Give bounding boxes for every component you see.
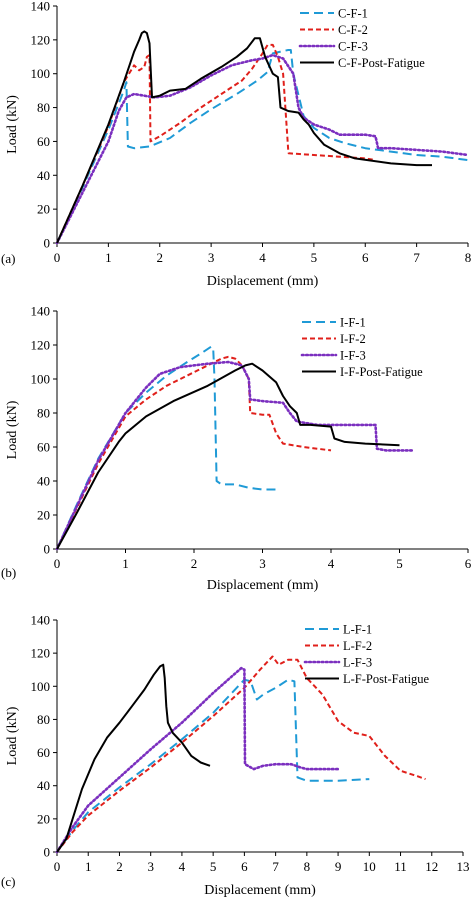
panel-label: (a) (1, 251, 15, 266)
x-tick-label: 0 (54, 859, 61, 874)
x-tick-label: 3 (147, 859, 154, 874)
legend-label: L-F-Post-Fatigue (343, 672, 430, 686)
series-line-l-f-2 (56, 655, 426, 853)
y-tick-label: 0 (44, 236, 51, 251)
x-tick-label: 6 (465, 556, 472, 571)
y-tick-label: 120 (31, 32, 51, 47)
series-line-c-f-3 (55, 53, 470, 245)
series-line-i-f-post-fatigue (56, 362, 400, 550)
panel-label: (c) (1, 874, 15, 889)
y-tick-label: 120 (31, 338, 51, 353)
x-tick-label: 4 (259, 250, 266, 265)
legend-label: I-F-3 (340, 349, 366, 363)
y-tick-label: 140 (31, 0, 51, 14)
y-tick-label: 60 (37, 440, 50, 455)
y-axis-title: Load (kN) (5, 706, 20, 765)
y-axis-title: Load (kN) (5, 95, 20, 154)
x-tick-label: 6 (241, 859, 248, 874)
series-line-c-f-1 (56, 49, 469, 244)
y-tick-label: 0 (44, 542, 51, 557)
y-tick-label: 20 (37, 811, 50, 826)
y-tick-label: 100 (31, 372, 51, 387)
y-tick-label: 40 (37, 168, 50, 183)
x-tick-label: 13 (457, 859, 470, 874)
legend: I-F-1 I-F-2 I-F-3 I-F-Post-Fatigue (300, 316, 423, 379)
y-tick-label: 100 (31, 679, 51, 694)
legend: L-F-1 L-F-2 L-F-3 L-F-Post-Fatigue (303, 623, 430, 686)
series-line-l-f-3 (55, 666, 340, 854)
x-tick-label: 10 (363, 859, 376, 874)
x-axis-title: Displacement (mm) (204, 883, 316, 898)
x-tick-label: 1 (105, 250, 112, 265)
x-tick-label: 5 (210, 859, 217, 874)
legend-label: C-F-3 (338, 40, 368, 54)
legend-label: C-F-2 (338, 23, 368, 37)
y-tick-label: 20 (37, 508, 50, 523)
y-tick-label: 120 (31, 646, 51, 661)
x-tick-label: 3 (259, 556, 266, 571)
legend-label: L-F-3 (343, 656, 372, 670)
x-tick-label: 2 (116, 859, 123, 874)
chart-panel-a: 0 20 40 60 80 100 120 140 0 1 2 3 4 5 6 7 8 Displacement … (1, 0, 471, 289)
y-tick-label: 80 (37, 712, 50, 727)
x-tick-label: 9 (335, 859, 342, 874)
x-tick-label: 2 (157, 250, 164, 265)
y-tick-label: 100 (31, 66, 51, 81)
panel-label: (b) (1, 565, 16, 580)
y-tick-label: 60 (37, 134, 50, 149)
y-axis-title: Load (kN) (5, 400, 20, 459)
y-tick-label: 60 (37, 745, 50, 760)
series-line-i-f-1 (56, 345, 277, 550)
x-tick-label: 4 (328, 556, 335, 571)
x-tick-label: 8 (304, 859, 311, 874)
legend-label: I-F-2 (340, 332, 366, 346)
x-tick-label: 4 (179, 859, 186, 874)
series-line-i-f-3 (55, 360, 415, 551)
x-tick-label: 7 (272, 859, 279, 874)
x-tick-label: 12 (425, 859, 438, 874)
legend-label: C-F-Post-Fatigue (338, 56, 425, 70)
x-tick-label: 8 (465, 250, 472, 265)
y-tick-label: 0 (44, 845, 51, 860)
legend-label: L-F-1 (343, 623, 372, 637)
legend: C-F-1 C-F-2 C-F-3 C-F-Post-Fatigue (298, 7, 425, 70)
x-axis-title: Displacement (mm) (207, 274, 319, 289)
x-tick-label: 7 (413, 250, 420, 265)
x-tick-label: 11 (394, 859, 407, 874)
x-tick-label: 5 (311, 250, 318, 265)
y-tick-label: 20 (37, 202, 50, 217)
x-tick-label: 6 (362, 250, 369, 265)
chart-panel-b: 0 20 40 60 80 100 120 140 0 1 2 3 4 5 6 Displacement (m… (1, 304, 472, 594)
y-tick-label: 140 (31, 613, 51, 628)
x-tick-label: 3 (208, 250, 215, 265)
legend-label: I-F-Post-Fatigue (340, 365, 423, 379)
x-tick-label: 1 (85, 859, 92, 874)
series-line-i-f-2 (56, 355, 332, 550)
x-tick-label: 0 (54, 250, 61, 265)
x-tick-label: 2 (191, 556, 198, 571)
y-tick-label: 40 (37, 778, 50, 793)
y-tick-label: 40 (37, 474, 50, 489)
x-axis-title: Displacement (mm) (207, 578, 319, 593)
series-line-c-f-post-fatigue (56, 30, 432, 244)
legend-label: I-F-1 (340, 316, 366, 330)
series-line-l-f-1 (56, 678, 370, 853)
y-tick-label: 140 (31, 304, 51, 319)
x-tick-label: 5 (396, 556, 403, 571)
legend-label: C-F-1 (338, 7, 368, 21)
series-line-c-f-2 (56, 43, 376, 244)
x-tick-label: 0 (54, 556, 61, 571)
x-tick-label: 1 (122, 556, 129, 571)
y-tick-label: 80 (37, 100, 50, 115)
legend-label: L-F-2 (343, 639, 372, 653)
y-tick-label: 80 (37, 406, 50, 421)
series-line-l-f-post-fatigue (56, 663, 211, 853)
